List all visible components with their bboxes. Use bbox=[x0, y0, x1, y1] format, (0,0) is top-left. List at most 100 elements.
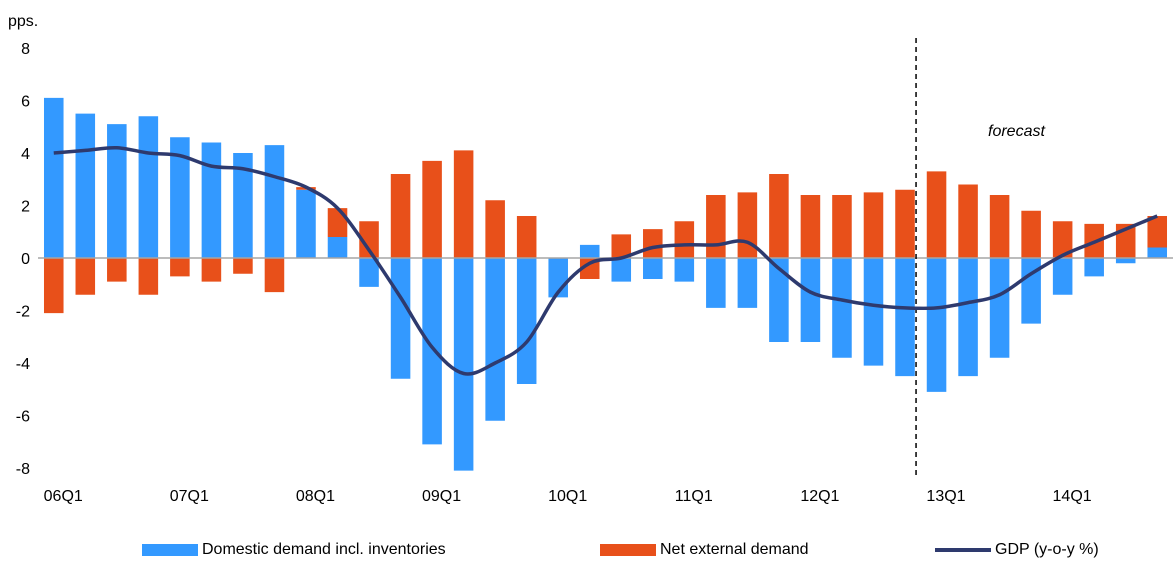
legend-label-gdp: GDP (y-o-y %) bbox=[995, 541, 1099, 558]
bar-domestic-demand bbox=[1052, 258, 1073, 295]
bar-domestic-demand bbox=[800, 258, 821, 342]
bar-net-external-demand bbox=[674, 221, 695, 258]
bar-domestic-demand bbox=[926, 258, 947, 392]
bar-net-external-demand bbox=[863, 192, 884, 258]
bar-net-external-demand bbox=[485, 200, 505, 258]
bar-domestic-demand bbox=[1084, 258, 1104, 277]
bar-domestic-demand bbox=[516, 258, 537, 384]
bar-domestic-demand bbox=[737, 258, 758, 308]
bar-domestic-demand bbox=[75, 113, 96, 258]
bar-domestic-demand bbox=[1115, 258, 1136, 264]
y-axis: 8 6 4 2 0 -2 -4 -6 -8 bbox=[16, 41, 30, 478]
y-tick-label: -4 bbox=[16, 356, 30, 373]
bar-net-external-demand bbox=[107, 258, 127, 282]
bar-domestic-demand bbox=[485, 258, 505, 421]
bar-net-external-demand bbox=[43, 258, 64, 314]
bar-domestic-demand bbox=[107, 124, 127, 258]
x-tick-label: 10Q1 bbox=[548, 488, 587, 505]
bar-domestic-demand bbox=[43, 97, 64, 258]
bar-domestic-demand bbox=[138, 116, 159, 258]
x-axis: 06Q1 07Q1 08Q1 09Q1 10Q1 11Q1 12Q1 13Q1 14Q1 bbox=[44, 488, 1092, 505]
bar-domestic-demand bbox=[233, 153, 253, 258]
bar-net-external-demand bbox=[264, 258, 285, 293]
bar-domestic-demand bbox=[579, 244, 600, 258]
x-tick-label: 07Q1 bbox=[170, 488, 209, 505]
bar-net-external-demand bbox=[611, 234, 632, 258]
x-tick-label: 14Q1 bbox=[1053, 488, 1092, 505]
x-tick-label: 11Q1 bbox=[675, 488, 713, 505]
y-unit-label: pps. bbox=[8, 13, 38, 30]
y-tick-label: 8 bbox=[21, 41, 30, 58]
legend: Domestic demand incl. inventories Net ex… bbox=[0, 538, 1173, 562]
bar-domestic-demand bbox=[674, 258, 695, 282]
x-tick-label: 12Q1 bbox=[800, 488, 839, 505]
bar-domestic-demand bbox=[989, 258, 1010, 358]
bar-net-external-demand bbox=[800, 195, 821, 258]
bar-domestic-demand bbox=[643, 258, 663, 279]
bar-net-external-demand bbox=[989, 195, 1010, 258]
legend-item-gdp: GDP (y-o-y %) bbox=[935, 538, 1099, 562]
legend-label-domestic: Domestic demand incl. inventories bbox=[202, 541, 446, 558]
bar-net-external-demand bbox=[706, 195, 726, 258]
bar-net-external-demand bbox=[327, 208, 348, 237]
bar-net-external-demand bbox=[1021, 210, 1041, 258]
legend-swatch-external bbox=[600, 544, 656, 556]
bar-net-external-demand bbox=[1052, 221, 1073, 258]
y-tick-label: 2 bbox=[21, 199, 30, 216]
forecast-annotation: forecast bbox=[988, 123, 1045, 140]
bar-domestic-demand bbox=[390, 258, 411, 379]
bar-net-external-demand bbox=[832, 195, 852, 258]
legend-swatch-gdp bbox=[935, 548, 991, 552]
y-tick-label: -8 bbox=[16, 461, 30, 478]
legend-item-domestic: Domestic demand incl. inventories bbox=[142, 538, 446, 562]
bar-net-external-demand bbox=[422, 160, 442, 258]
x-tick-label: 06Q1 bbox=[44, 488, 83, 505]
bars bbox=[43, 97, 1168, 471]
x-tick-label: 08Q1 bbox=[296, 488, 335, 505]
gdp-line bbox=[53, 145, 1158, 376]
bar-domestic-demand bbox=[453, 258, 474, 471]
bar-domestic-demand bbox=[611, 258, 632, 282]
bar-domestic-demand bbox=[296, 189, 316, 258]
bar-domestic-demand bbox=[958, 258, 978, 377]
bar-net-external-demand bbox=[516, 216, 537, 258]
bar-net-external-demand bbox=[201, 258, 222, 282]
bar-domestic-demand bbox=[895, 258, 915, 377]
bar-net-external-demand bbox=[769, 174, 789, 258]
bar-net-external-demand bbox=[643, 229, 663, 258]
bar-domestic-demand bbox=[422, 258, 442, 445]
bar-net-external-demand bbox=[895, 189, 915, 258]
bar-domestic-demand bbox=[769, 258, 789, 342]
y-tick-label: 4 bbox=[21, 146, 30, 163]
bar-net-external-demand bbox=[958, 184, 978, 258]
bar-domestic-demand bbox=[706, 258, 726, 308]
bar-domestic-demand bbox=[170, 137, 190, 258]
bar-net-external-demand bbox=[453, 150, 474, 258]
y-tick-label: 0 bbox=[21, 251, 30, 268]
bar-net-external-demand bbox=[1147, 216, 1168, 248]
legend-item-external: Net external demand bbox=[600, 538, 809, 562]
x-tick-label: 09Q1 bbox=[422, 488, 461, 505]
bar-net-external-demand bbox=[926, 171, 947, 258]
chart: pps. 8 6 4 2 0 -2 -4 -6 -8 forecast 06Q1 07Q1 08Q1… bbox=[8, 13, 1173, 505]
bar-domestic-demand bbox=[863, 258, 884, 366]
bar-domestic-demand bbox=[264, 145, 285, 258]
y-tick-label: -6 bbox=[16, 409, 30, 426]
y-tick-label: 6 bbox=[21, 94, 30, 111]
bar-domestic-demand bbox=[201, 142, 222, 258]
legend-label-external: Net external demand bbox=[660, 541, 809, 558]
y-tick-label: -2 bbox=[16, 304, 30, 321]
bar-domestic-demand bbox=[832, 258, 852, 358]
legend-swatch-domestic bbox=[142, 544, 198, 556]
bar-domestic-demand bbox=[359, 258, 379, 287]
bar-net-external-demand bbox=[579, 258, 600, 279]
bar-domestic-demand bbox=[1147, 247, 1168, 258]
bar-net-external-demand bbox=[233, 258, 253, 274]
bar-domestic-demand bbox=[1021, 258, 1041, 324]
bar-domestic-demand bbox=[327, 237, 348, 258]
bar-net-external-demand bbox=[170, 258, 190, 277]
x-tick-label: 13Q1 bbox=[926, 488, 965, 505]
bar-net-external-demand bbox=[359, 221, 379, 258]
bar-net-external-demand bbox=[75, 258, 96, 295]
bar-net-external-demand bbox=[138, 258, 159, 295]
